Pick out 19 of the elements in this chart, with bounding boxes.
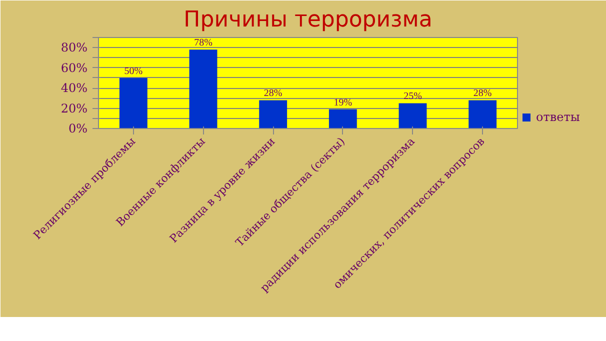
legend-label: ответы: [536, 110, 580, 124]
data-label: 19%: [334, 97, 352, 108]
data-label: 28%: [264, 88, 282, 100]
chart-title: Причины терроризма: [184, 8, 432, 32]
data-label: 28%: [473, 88, 492, 100]
data-label: 50%: [124, 66, 143, 77]
bar: [398, 103, 427, 128]
y-tick-label: 0%: [68, 122, 88, 136]
data-label: 78%: [194, 38, 212, 49]
y-tick-label: 20%: [60, 101, 88, 116]
bar: [328, 109, 357, 128]
bar: [468, 100, 497, 128]
data-label: 25%: [404, 91, 422, 102]
bar: [259, 100, 288, 128]
y-tick-label: 80%: [60, 40, 88, 55]
y-tick-label: 60%: [60, 60, 88, 75]
bar: [119, 78, 148, 128]
y-tick-label: 40%: [60, 81, 88, 96]
bar: [189, 50, 218, 128]
